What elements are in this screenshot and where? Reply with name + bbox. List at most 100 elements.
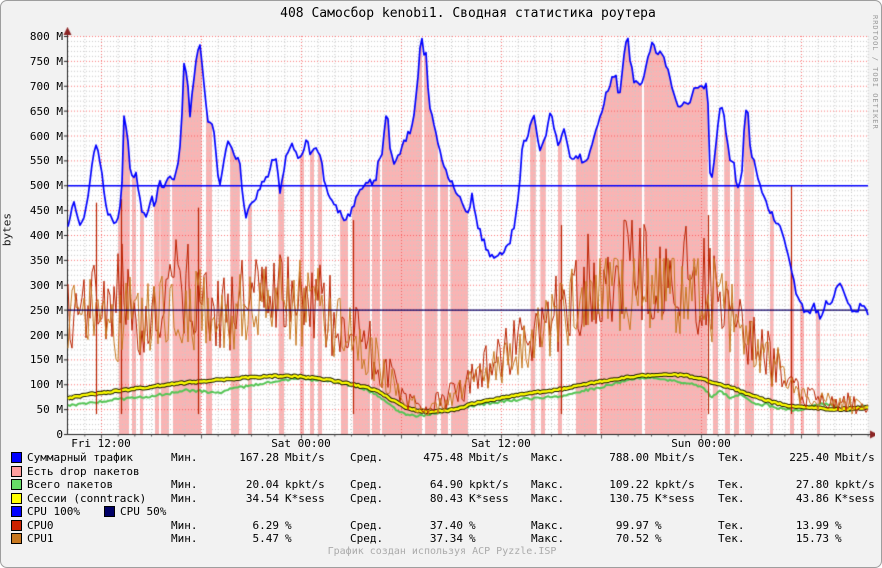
- stat-max-unit: %: [655, 519, 662, 532]
- stat-min-label: Мин.: [171, 492, 198, 505]
- stat-avg-unit: %: [469, 519, 476, 532]
- stat-min-label: Мин.: [171, 532, 198, 545]
- stat-max-unit: kpkt/s: [655, 478, 695, 491]
- y-tick-label: 400 M: [29, 229, 63, 242]
- y-tick-label: 700 M: [29, 79, 63, 93]
- stat-min-unit: kpkt/s: [285, 478, 325, 491]
- stat-cur-unit: kpkt/s: [835, 478, 875, 491]
- y-tick-label: 300 M: [29, 278, 63, 292]
- stat-avg-value: 37.34: [429, 532, 463, 545]
- stat-cur-value: 43.86: [795, 492, 829, 505]
- y-tick-label: 650 M: [29, 104, 63, 118]
- legend-swatch-sessions: [11, 493, 22, 504]
- y-tick-label: 450 M: [29, 204, 63, 218]
- stat-min-label: Мин.: [171, 478, 198, 491]
- stat-cur-value: 27.80: [795, 478, 829, 491]
- stat-min-value: 167.28: [239, 451, 279, 464]
- legend-label: Сессии (conntrack): [27, 492, 147, 505]
- legend-row-cpu0: CPU0 Мин. 6.29 % Сред. 37.40 % Макс. 99.…: [1, 519, 881, 532]
- legend-label-cpu50: CPU 50%: [120, 505, 167, 518]
- stat-max-label: Макс.: [531, 532, 565, 545]
- stat-avg-label: Сред.: [350, 451, 384, 464]
- y-tick-label: 0: [56, 428, 63, 441]
- stat-avg-unit: %: [469, 532, 476, 545]
- legend-swatch-traffic: [11, 452, 22, 463]
- x-tick-label: Fri 12:00: [71, 437, 131, 450]
- stat-cur-unit: %: [835, 519, 842, 532]
- y-tick-label: 750 M: [29, 54, 63, 68]
- legend-row-cpu1: CPU1 Мин. 5.47 % Сред. 37.34 % Макс. 70.…: [1, 532, 881, 545]
- stat-max-value: 99.97: [615, 519, 649, 532]
- legend-row-drops: Есть drop пакетов: [1, 465, 881, 478]
- stat-min-value: 34.54: [245, 492, 279, 505]
- stat-cur-value: 15.73: [795, 532, 829, 545]
- legend-row-cpu-rules: CPU 100% CPU 50%: [1, 505, 881, 518]
- stat-max-value: 109.22: [609, 478, 649, 491]
- legend-swatch-cpu1: [11, 533, 22, 544]
- stat-cur-unit: K*sess: [835, 492, 875, 505]
- stat-min-unit: %: [285, 532, 292, 545]
- legend-swatch-cpu50: [104, 506, 115, 517]
- stat-avg-value: 475.48: [423, 451, 463, 464]
- chart-title: 408 Самосбор kenobi1. Сводная статистика…: [280, 6, 656, 21]
- legend-row-traffic: Суммарный трафик Мин. 167.28 Mbit/s Сред…: [1, 451, 881, 464]
- stat-cur-label: Тек.: [718, 451, 745, 464]
- rrdtool-watermark: RRDTOOL / TOBI OETIKER: [871, 15, 879, 130]
- stat-min-unit: Mbit/s: [285, 451, 325, 464]
- stat-avg-value: 37.40: [429, 519, 463, 532]
- stat-cur-value: 13.99: [795, 519, 829, 532]
- legend-swatch-cpu100: [11, 506, 22, 517]
- y-tick-label: 150 M: [29, 353, 63, 367]
- legend-label: Есть drop пакетов: [27, 465, 140, 478]
- y-tick-label: 600 M: [29, 129, 63, 143]
- stat-max-value: 130.75: [609, 492, 649, 505]
- legend-label-cpu100: CPU 100%: [27, 505, 80, 518]
- y-tick-label: 50 M: [36, 403, 64, 417]
- x-tick-label: Sat 12:00: [471, 437, 531, 450]
- y-tick-label: 250 M: [29, 303, 63, 317]
- stat-cur-label: Тек.: [718, 492, 745, 505]
- stat-max-label: Макс.: [531, 519, 565, 532]
- stat-avg-unit: Mbit/s: [469, 451, 509, 464]
- x-tick-label: Sat 00:00: [271, 437, 331, 450]
- y-tick-label: 500 M: [29, 179, 63, 193]
- y-tick-label: 100 M: [29, 378, 63, 392]
- stat-avg-label: Сред.: [350, 519, 384, 532]
- stat-avg-value: 80.43: [429, 492, 463, 505]
- stat-cur-unit: %: [835, 532, 842, 545]
- y-tick-label: 200 M: [29, 328, 63, 342]
- stat-cur-label: Тек.: [718, 532, 745, 545]
- stat-avg-unit: K*sess: [469, 492, 509, 505]
- stat-min-unit: K*sess: [285, 492, 325, 505]
- stat-min-label: Мин.: [171, 451, 198, 464]
- stat-cur-label: Тек.: [718, 478, 745, 491]
- stat-avg-unit: kpkt/s: [469, 478, 509, 491]
- stat-min-value: 6.29: [252, 519, 280, 532]
- stat-cur-label: Тек.: [718, 519, 745, 532]
- stat-min-unit: %: [285, 519, 292, 532]
- y-tick-label: 350 M: [29, 253, 63, 267]
- stat-max-unit: %: [655, 532, 662, 545]
- legend-row-packets: Всего пакетов Мин. 20.04 kpkt/s Сред. 64…: [1, 478, 881, 491]
- stat-avg-label: Сред.: [350, 532, 384, 545]
- legend-label: CPU0: [27, 519, 54, 532]
- stat-avg-label: Сред.: [350, 492, 384, 505]
- legend-swatch-packets: [11, 479, 22, 490]
- stat-avg-label: Сред.: [350, 478, 384, 491]
- stat-cur-unit: Mbit/s: [835, 451, 875, 464]
- stat-max-value: 70.52: [615, 532, 649, 545]
- stat-max-label: Макс.: [531, 478, 565, 491]
- stat-max-unit: K*sess: [655, 492, 695, 505]
- y-tick-label: 550 M: [29, 154, 63, 168]
- stat-max-value: 788.00: [609, 451, 649, 464]
- legend-label: Всего пакетов: [27, 478, 114, 491]
- y-tick-label: 800 M: [29, 30, 63, 43]
- legend-swatch-cpu0: [11, 520, 22, 531]
- stat-min-value: 5.47: [252, 532, 280, 545]
- legend-row-sessions: Сессии (conntrack) Мин. 34.54 K*sess Сре…: [1, 492, 881, 505]
- generator-credit: График создан используя ACP Pyzzle.ISP: [327, 546, 557, 557]
- stat-max-label: Макс.: [531, 492, 565, 505]
- stat-min-value: 20.04: [245, 478, 279, 491]
- stat-max-unit: Mbit/s: [655, 451, 695, 464]
